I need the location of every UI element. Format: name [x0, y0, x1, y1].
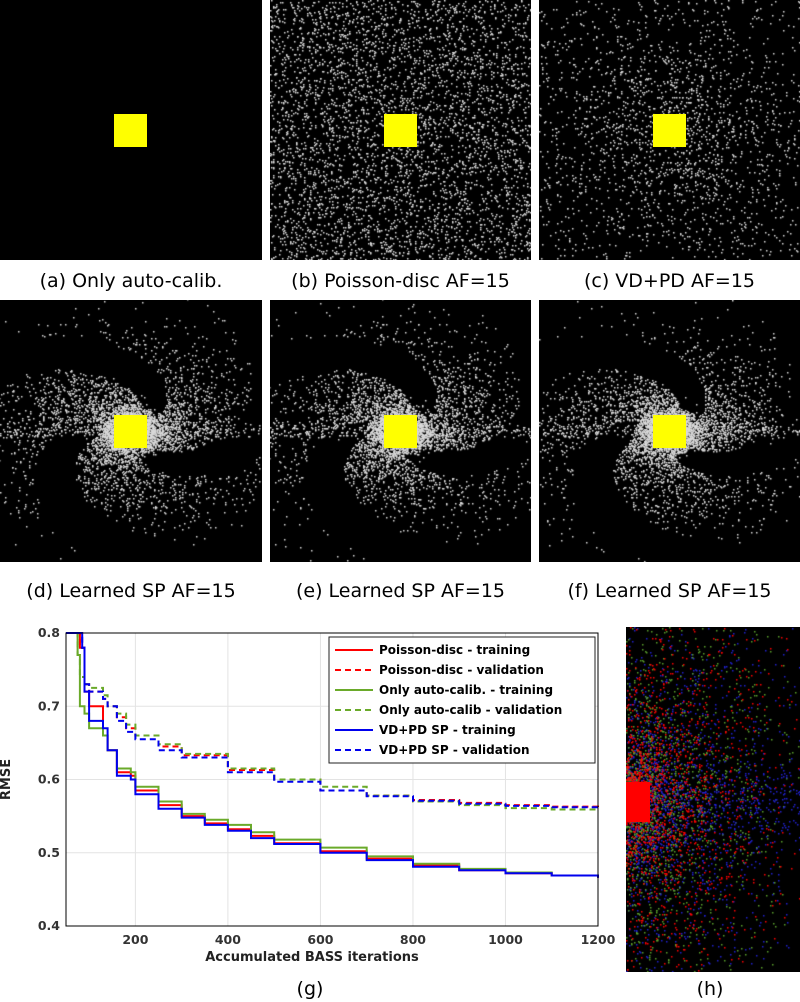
plot-frame: [65, 632, 599, 927]
legend-box: [328, 636, 596, 764]
caption-d: (d) Learned SP AF=15: [26, 580, 236, 602]
panel-d: [0, 300, 262, 562]
caption-c: (c) VD+PD AF=15: [583, 270, 755, 292]
panel-a: [0, 0, 262, 260]
panel-h: [626, 627, 800, 972]
caption-g: (g): [296, 978, 324, 1000]
rmse-chart: 200 400 600 800 1000 1200 0.4 0.5 0.6 0.7 0.8 Accu…: [0, 620, 625, 1002]
caption-f: (f) Learned SP AF=15: [567, 580, 772, 602]
acs-region: [114, 114, 147, 147]
x-tick-label: 400: [215, 932, 241, 947]
acs-region: [114, 415, 147, 448]
series-line: [66, 632, 598, 809]
legend-label: Only auto-calib. - training: [379, 683, 553, 697]
y-tick-label: 0.4: [38, 918, 60, 933]
caption-a: (a) Only auto-calib.: [39, 270, 223, 292]
panel-c: [539, 0, 800, 260]
acs-region: [384, 415, 417, 448]
caption-h: (h): [696, 978, 724, 1000]
series-lines: [66, 632, 599, 878]
caption-b: (b) Poisson-disc AF=15: [291, 270, 510, 292]
acs-region: [384, 114, 417, 147]
legend-label: VD+PD SP - training: [379, 723, 516, 737]
panel-h-overlay: [626, 627, 800, 972]
series-line: [66, 632, 599, 878]
x-tick-label: 800: [400, 932, 426, 947]
x-tick-label: 600: [307, 932, 333, 947]
x-axis-label: Accumulated BASS iterations: [205, 950, 419, 965]
legend-label: Poisson-disc - validation: [379, 663, 544, 677]
legend-label: VD+PD SP - validation: [379, 743, 529, 757]
y-tick-label: 0.5: [38, 845, 60, 860]
panel-b: [270, 0, 531, 260]
tick-labels: 200 400 600 800 1000 1200 0.4 0.5 0.6 0.7 0.8: [38, 625, 616, 947]
x-tick-label: 200: [122, 932, 148, 947]
acs-region: [653, 114, 686, 147]
x-tick-label: 1200: [581, 932, 616, 947]
panel-f: [539, 300, 800, 562]
y-axis-label: RMSE: [0, 759, 14, 800]
acs-region: [653, 415, 686, 448]
y-tick-label: 0.7: [38, 698, 60, 713]
caption-e: (e) Learned SP AF=15: [295, 580, 506, 602]
legend-label: Poisson-disc - training: [379, 643, 530, 657]
legend: Poisson-disc - training Poisson-disc - va…: [328, 636, 596, 764]
x-tick-label: 1000: [488, 932, 523, 947]
y-tick-label: 0.8: [38, 625, 60, 640]
panel-e: [270, 300, 531, 562]
legend-label: Only auto-calib - validation: [379, 703, 562, 717]
acs-region-red: [626, 782, 650, 822]
y-tick-label: 0.6: [38, 772, 60, 787]
rmse-chart-svg: 200 400 600 800 1000 1200 0.4 0.5 0.6 0.7 0.8 Accu…: [0, 625, 616, 965]
